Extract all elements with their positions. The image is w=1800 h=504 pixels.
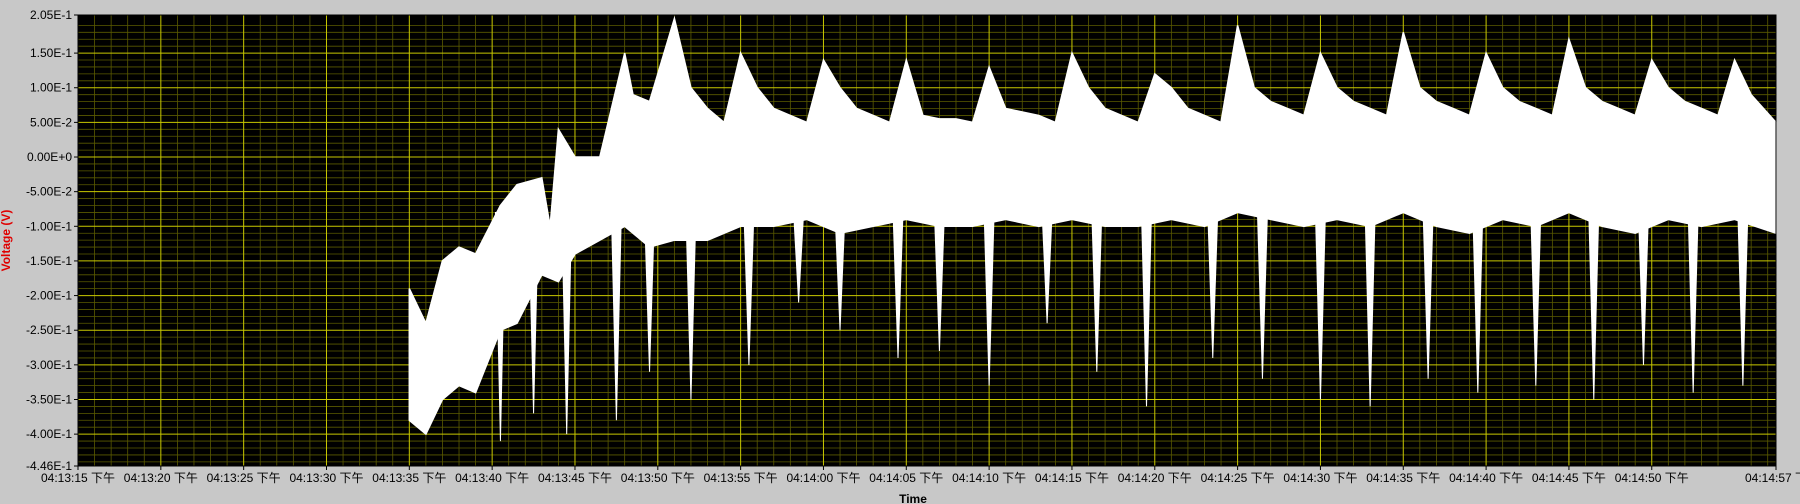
x-tick-label: 04:14:00 下午 xyxy=(786,471,860,485)
signal-spike xyxy=(1530,211,1542,386)
y-tick-label: 1.50E-1 xyxy=(30,46,72,60)
signal-spike xyxy=(933,211,945,352)
y-tick-label: 2.05E-1 xyxy=(30,8,72,22)
signal-spike xyxy=(743,211,755,365)
y-tick-label: -1.50E-1 xyxy=(26,254,72,268)
signal-band xyxy=(408,15,1777,436)
signal-spike xyxy=(983,211,995,386)
signal-spike xyxy=(1472,211,1484,393)
x-tick-label: 04:14:10 下午 xyxy=(952,471,1026,485)
signal-spike xyxy=(561,211,573,435)
x-tick-label: 04:13:40 下午 xyxy=(455,471,529,485)
signal-spike xyxy=(528,211,540,414)
x-tick-label: 04:13:55 下午 xyxy=(704,471,778,485)
signal-spike xyxy=(1687,211,1699,393)
x-tick-label: 04:14:15 下午 xyxy=(1035,471,1109,485)
x-tick-label: 04:14:30 下午 xyxy=(1283,471,1357,485)
signal-spike xyxy=(892,211,904,358)
y-tick-label: -2.00E-1 xyxy=(26,289,72,303)
y-tick-label: -4.46E-1 xyxy=(26,459,72,473)
x-tick-label: 04:13:15 下午 xyxy=(41,471,115,485)
x-tick-label: 04:14:20 下午 xyxy=(1118,471,1192,485)
y-tick-label: 1.00E-1 xyxy=(30,81,72,95)
signal-spike xyxy=(793,211,805,303)
x-tick-label: 04:13:30 下午 xyxy=(289,471,363,485)
x-tick-label: 04:14:35 下午 xyxy=(1366,471,1440,485)
signal-spike xyxy=(1588,211,1600,400)
plot-frame xyxy=(77,14,1777,467)
y-tick-label: -2.50E-1 xyxy=(26,323,72,337)
y-tick-label: 5.00E-2 xyxy=(30,115,72,129)
y-tick-label: -5.00E-2 xyxy=(26,185,72,199)
x-tick-label: 04:14:50 下午 xyxy=(1615,471,1689,485)
signal-spike xyxy=(1091,211,1103,372)
x-tick-label: 04:14:25 下午 xyxy=(1201,471,1275,485)
x-tick-label: 04:13:45 下午 xyxy=(538,471,612,485)
signal-spike xyxy=(494,211,506,442)
signal-spike xyxy=(644,211,656,372)
x-tick-label: 04:13:50 下午 xyxy=(621,471,695,485)
x-tick-label: 04:14:05 下午 xyxy=(869,471,943,485)
signal-spike xyxy=(1256,211,1268,379)
signal-spike xyxy=(1041,211,1053,324)
y-axis-title: Voltage (V) xyxy=(0,210,13,272)
x-tick-label: 04:14:45 下午 xyxy=(1532,471,1606,485)
signal-spike xyxy=(610,211,622,421)
x-tick-label: 04:13:35 下午 xyxy=(372,471,446,485)
signal-spike xyxy=(1637,211,1649,365)
signal-spike xyxy=(1364,211,1376,407)
y-tick-label: 0.00E+0 xyxy=(27,150,72,164)
signal-spike xyxy=(1737,211,1749,386)
y-tick-label: -3.00E-1 xyxy=(26,358,72,372)
x-tick-label: 04:14:57 下 xyxy=(1745,471,1800,485)
x-axis-title: Time xyxy=(899,492,927,504)
signal-spike xyxy=(1422,211,1434,379)
y-tick-label: -1.00E-1 xyxy=(26,219,72,233)
x-tick-label: 04:14:40 下午 xyxy=(1449,471,1523,485)
x-tick-label: 04:13:25 下午 xyxy=(207,471,281,485)
x-tick-label: 04:13:20 下午 xyxy=(124,471,198,485)
signal-spike xyxy=(685,211,697,400)
signal-spike xyxy=(1207,211,1219,358)
signal-spike xyxy=(1314,211,1326,400)
signal-spike xyxy=(1140,211,1153,407)
y-tick-label: -3.50E-1 xyxy=(26,392,72,406)
y-tick-label: -4.00E-1 xyxy=(26,427,72,441)
signal-spike xyxy=(834,211,846,331)
